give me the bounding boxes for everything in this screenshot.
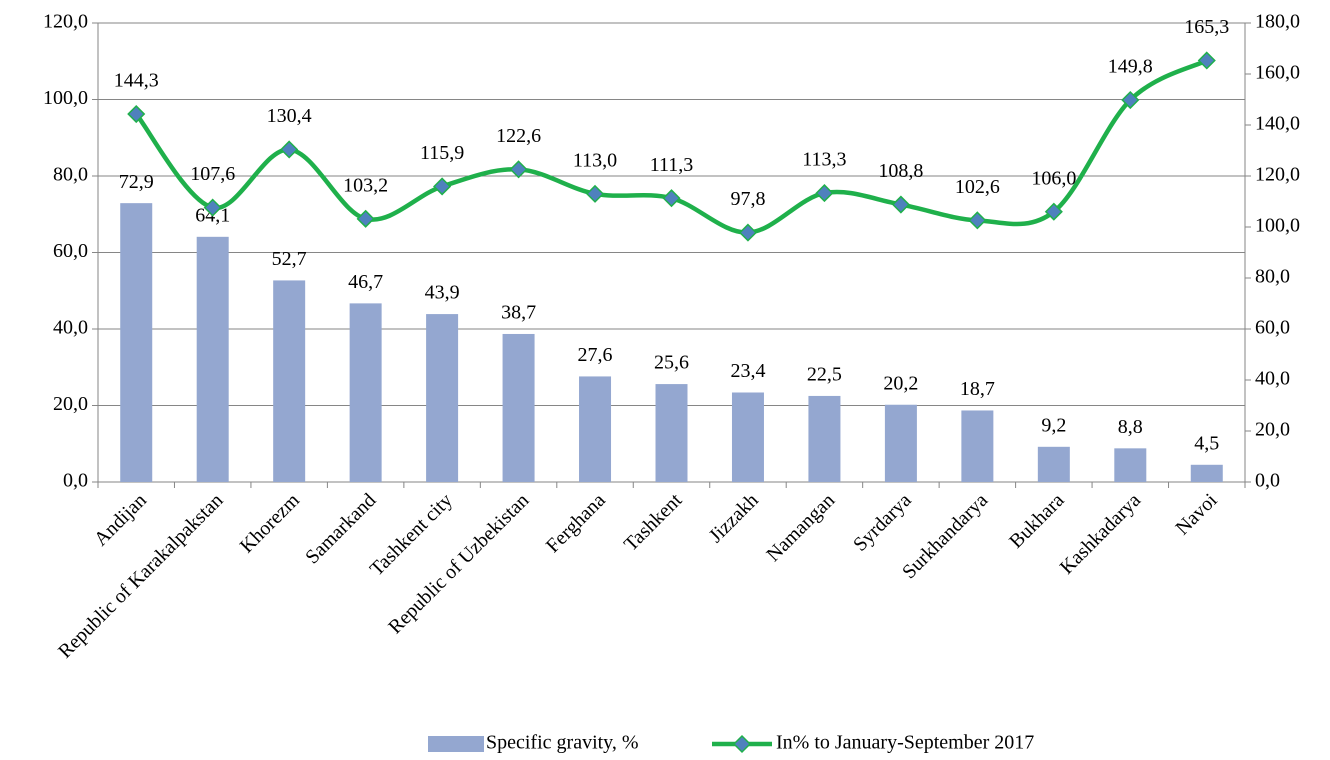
x-tick-label: Samarkand bbox=[301, 489, 380, 568]
line-value-label: 115,9 bbox=[420, 142, 464, 164]
y2-tick-label: 120,0 bbox=[1255, 164, 1300, 186]
line-marker bbox=[815, 184, 834, 203]
x-tick-label: Jizzakh bbox=[705, 489, 763, 547]
y2-tick-label: 100,0 bbox=[1255, 215, 1300, 237]
bar-value-label: 8,8 bbox=[1118, 416, 1143, 438]
x-tick-label: Navoi bbox=[1171, 489, 1221, 539]
line-marker bbox=[1044, 202, 1063, 221]
y-tick-label: 100,0 bbox=[43, 87, 88, 109]
line-value-label: 113,0 bbox=[573, 149, 617, 171]
bar bbox=[731, 392, 764, 482]
bar-value-label: 72,9 bbox=[119, 171, 154, 193]
bar bbox=[1190, 464, 1223, 482]
y2-tick-label: 60,0 bbox=[1255, 317, 1290, 339]
bar-value-label: 20,2 bbox=[883, 372, 918, 394]
y2-tick-label: 180,0 bbox=[1255, 11, 1300, 33]
y2-tick-label: 40,0 bbox=[1255, 368, 1290, 390]
x-tick-label: Republic of Karakalpakstan bbox=[54, 489, 227, 662]
line-marker bbox=[662, 189, 681, 208]
y2-tick-label: 160,0 bbox=[1255, 62, 1300, 84]
bar bbox=[273, 280, 306, 482]
bar bbox=[884, 404, 917, 482]
line-marker bbox=[280, 140, 299, 159]
line-marker bbox=[509, 160, 528, 179]
line-marker bbox=[968, 211, 987, 230]
y-tick-label: 80,0 bbox=[53, 164, 88, 186]
line-value-label: 107,6 bbox=[190, 163, 235, 185]
legend-label: In% to January-September 2017 bbox=[776, 732, 1034, 754]
bar bbox=[655, 384, 688, 482]
y2-tick-label: 0,0 bbox=[1255, 470, 1280, 492]
x-tick-label: Andijan bbox=[90, 489, 151, 550]
line-marker bbox=[1197, 51, 1216, 70]
x-tick-label: Republic of Uzbekistan bbox=[384, 489, 533, 638]
line-value-label: 113,3 bbox=[802, 149, 846, 171]
y2-tick-label: 80,0 bbox=[1255, 266, 1290, 288]
bar-value-label: 43,9 bbox=[425, 282, 460, 304]
line-marker bbox=[1121, 90, 1140, 110]
bar bbox=[1114, 448, 1147, 482]
bar-value-label: 18,7 bbox=[960, 378, 995, 400]
bar bbox=[120, 203, 153, 482]
line-value-label: 122,6 bbox=[496, 125, 541, 147]
line-marker bbox=[356, 209, 375, 228]
y-tick-label: 40,0 bbox=[53, 317, 88, 339]
bar-value-label: 25,6 bbox=[654, 352, 689, 374]
line-value-label: 106,0 bbox=[1031, 167, 1076, 189]
legend-label: Specific gravity, % bbox=[486, 732, 639, 754]
line-marker bbox=[891, 195, 910, 214]
line-marker bbox=[585, 184, 605, 203]
bar-value-label: 52,7 bbox=[272, 248, 307, 270]
legend-swatch bbox=[428, 736, 484, 752]
x-tick-label: Ferghana bbox=[542, 489, 610, 557]
bar bbox=[579, 376, 612, 482]
y-tick-label: 20,0 bbox=[53, 393, 88, 415]
bar-value-label: 23,4 bbox=[730, 360, 765, 382]
line-value-label: 165,3 bbox=[1184, 16, 1229, 38]
bar-value-label: 46,7 bbox=[348, 271, 383, 293]
y-tick-label: 120,0 bbox=[43, 11, 88, 33]
bar bbox=[961, 410, 994, 482]
line-value-label: 130,4 bbox=[267, 105, 312, 127]
y-tick-label: 0,0 bbox=[63, 470, 88, 492]
line-value-label: 97,8 bbox=[730, 188, 765, 210]
bar-value-label: 27,6 bbox=[578, 344, 613, 366]
y-tick-label: 60,0 bbox=[53, 240, 88, 262]
x-tick-label: Namangan bbox=[762, 489, 839, 566]
bar bbox=[808, 395, 841, 482]
x-tick-label: Syrdarya bbox=[849, 489, 916, 556]
bar-value-label: 4,5 bbox=[1194, 432, 1219, 454]
line-value-label: 103,2 bbox=[343, 174, 388, 196]
legend-swatch bbox=[732, 734, 752, 754]
line-marker bbox=[127, 104, 146, 124]
bar-value-label: 9,2 bbox=[1041, 414, 1066, 436]
bar bbox=[1037, 446, 1070, 482]
x-tick-label: Khorezm bbox=[236, 489, 304, 557]
bar bbox=[349, 303, 382, 482]
bar bbox=[502, 333, 535, 482]
bar-value-label: 22,5 bbox=[807, 364, 842, 386]
bar bbox=[426, 314, 459, 482]
bar-value-label: 38,7 bbox=[501, 302, 536, 324]
line-value-label: 144,3 bbox=[114, 70, 159, 92]
line-value-label: 108,8 bbox=[878, 160, 923, 182]
line-value-label: 111,3 bbox=[650, 154, 694, 176]
x-tick-label: Kashkadarya bbox=[1056, 489, 1145, 578]
line-marker bbox=[738, 223, 758, 242]
x-tick-label: Tashkent bbox=[620, 489, 687, 556]
line-value-label: 102,6 bbox=[955, 176, 1000, 198]
line-marker bbox=[203, 198, 222, 217]
x-tick-label: Bukhara bbox=[1005, 489, 1069, 553]
line-marker bbox=[433, 177, 452, 196]
y2-tick-label: 140,0 bbox=[1255, 113, 1300, 135]
y2-tick-label: 20,0 bbox=[1255, 419, 1290, 441]
line-value-label: 149,8 bbox=[1108, 56, 1153, 78]
bar bbox=[196, 236, 229, 482]
